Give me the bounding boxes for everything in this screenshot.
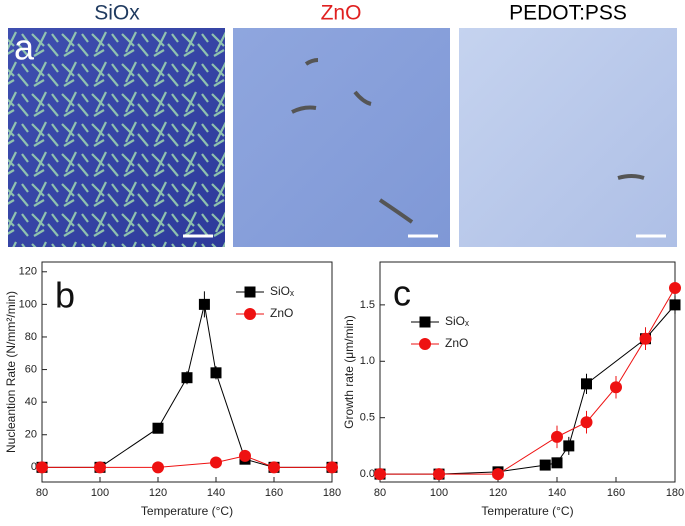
x-tick-label: 180	[323, 487, 341, 499]
legend-label: SiOₓ	[270, 284, 294, 298]
marker	[581, 378, 592, 390]
crystals	[8, 28, 225, 247]
y-tick-label: 1.5	[360, 299, 375, 311]
y-tick-label: 40	[25, 396, 37, 408]
legend-marker	[419, 338, 431, 350]
crystals	[291, 58, 414, 224]
micrograph	[233, 28, 450, 247]
legend-label: ZnO	[270, 306, 293, 320]
x-axis-label: Temperature (°C)	[481, 504, 573, 518]
panel-label: b	[55, 275, 75, 316]
x-tick-label: 120	[149, 487, 167, 499]
y-tick-label: 80	[25, 331, 37, 343]
marker	[94, 461, 106, 474]
y-tick-label: 20	[25, 429, 37, 441]
marker	[669, 281, 681, 294]
marker	[551, 430, 563, 443]
crystals	[617, 174, 645, 180]
marker	[433, 468, 445, 481]
x-tick-label: 100	[430, 487, 448, 499]
legend-label: SiOₓ	[445, 314, 469, 328]
y-tick-label: 1.0	[360, 355, 375, 367]
marker	[181, 372, 193, 384]
marker	[374, 468, 386, 481]
y-tick-label: 0	[31, 461, 37, 473]
marker	[210, 367, 222, 379]
plot-frame	[379, 261, 676, 483]
y-axis-label: Growth rate (μm/min)	[342, 315, 356, 429]
x-tick-label: 160	[265, 487, 283, 499]
marker	[551, 457, 563, 469]
marker	[210, 456, 222, 469]
marker	[580, 416, 593, 429]
x-tick-label: 180	[666, 487, 684, 499]
legend-marker	[419, 316, 431, 328]
y-tick-label: 0.0	[360, 468, 375, 480]
image-label: SiOx	[94, 2, 140, 25]
marker	[610, 381, 622, 394]
marker	[639, 332, 652, 345]
marker	[669, 299, 681, 311]
panel-label: c	[393, 273, 411, 314]
series-line	[380, 304, 676, 475]
x-tick-label: 80	[36, 487, 48, 499]
marker	[539, 459, 551, 471]
marker	[268, 461, 280, 474]
marker	[492, 468, 504, 481]
x-tick-label: 80	[374, 487, 386, 499]
x-tick-label: 100	[91, 487, 109, 499]
x-tick-label: 160	[607, 487, 625, 499]
panel-label: a	[14, 27, 35, 68]
marker	[239, 449, 251, 462]
y-tick-label: 120	[19, 266, 37, 278]
legend-marker	[244, 308, 256, 320]
x-tick-label: 120	[489, 487, 507, 499]
y-tick-label: 100	[19, 298, 37, 310]
image-label: PEDOT:PSS	[509, 2, 627, 25]
marker	[152, 461, 164, 474]
series-line	[42, 304, 332, 468]
series-line	[380, 287, 676, 475]
marker	[563, 440, 575, 452]
plot-frame	[41, 261, 333, 483]
marker	[198, 298, 210, 310]
y-tick-label: 60	[25, 363, 37, 375]
y-tick-label: 0.5	[360, 412, 375, 424]
legend-marker	[244, 286, 256, 298]
y-axis-label: Nucleantion Rate (N/mm²/min)	[4, 291, 18, 453]
image-label: ZnO	[321, 2, 362, 25]
micrographs	[8, 28, 677, 247]
marker	[36, 461, 48, 474]
marker	[152, 422, 164, 434]
x-tick-label: 140	[548, 487, 566, 499]
x-tick-label: 140	[207, 487, 225, 499]
marker	[326, 461, 338, 474]
micrograph	[459, 28, 677, 247]
legend-label: ZnO	[445, 336, 468, 350]
x-axis-label: Temperature (°C)	[141, 504, 233, 518]
series-line	[42, 455, 332, 468]
